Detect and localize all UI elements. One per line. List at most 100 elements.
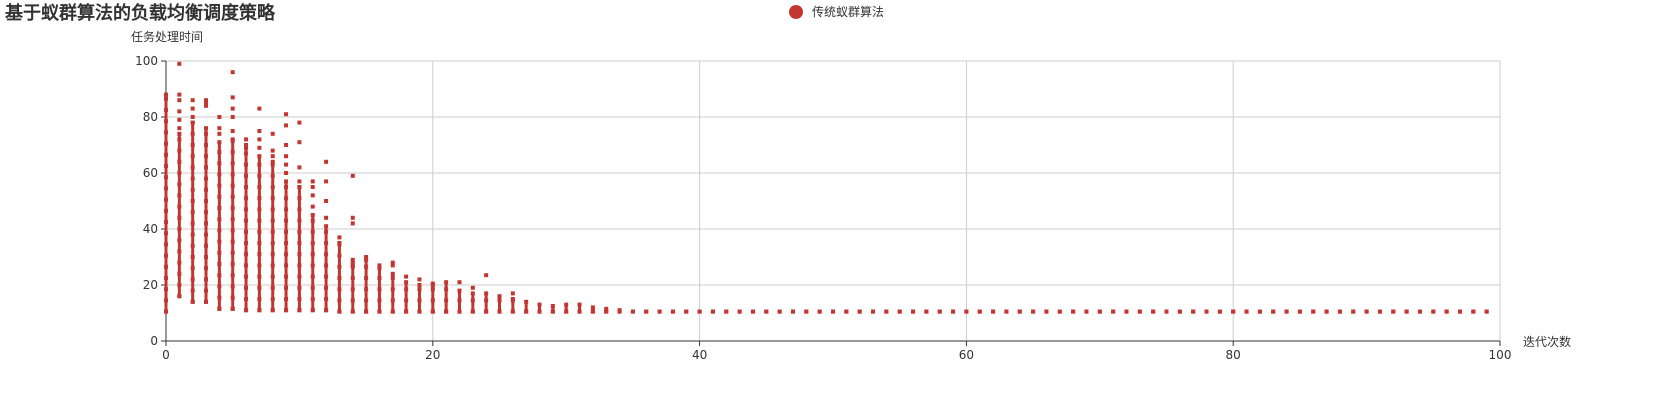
data-point[interactable] [417, 277, 422, 282]
data-point[interactable] [164, 264, 168, 269]
data-point[interactable] [164, 197, 168, 202]
data-point[interactable] [337, 309, 342, 314]
point-cluster-32[interactable] [591, 307, 595, 312]
data-point[interactable] [217, 217, 222, 222]
data-point[interactable] [297, 297, 302, 301]
data-point[interactable] [257, 285, 262, 290]
data-point[interactable] [924, 309, 929, 314]
data-point[interactable] [190, 143, 195, 147]
data-point[interactable] [217, 295, 222, 300]
data-point[interactable] [951, 309, 956, 314]
data-point[interactable] [350, 287, 355, 292]
data-point[interactable] [230, 217, 235, 222]
data-point[interactable] [217, 250, 222, 255]
data-point[interactable] [177, 182, 182, 187]
data-point[interactable] [577, 302, 582, 307]
data-point[interactable] [177, 61, 182, 66]
data-point[interactable] [324, 308, 329, 313]
data-point[interactable] [310, 179, 315, 184]
data-point[interactable] [430, 309, 435, 314]
data-point[interactable] [297, 241, 302, 245]
data-point[interactable] [177, 117, 182, 122]
data-point[interactable] [270, 229, 275, 234]
data-point[interactable] [270, 148, 275, 153]
data-point[interactable] [1191, 309, 1196, 314]
data-point[interactable] [190, 277, 195, 282]
data-point[interactable] [204, 187, 209, 192]
data-point[interactable] [510, 297, 515, 301]
data-point[interactable] [177, 271, 182, 276]
data-point[interactable] [244, 274, 249, 279]
data-point[interactable] [190, 154, 195, 159]
data-point[interactable] [257, 252, 262, 257]
data-point[interactable] [177, 249, 182, 254]
data-point[interactable] [1031, 309, 1036, 314]
data-point[interactable] [230, 106, 235, 111]
data-point[interactable] [177, 215, 182, 220]
data-point[interactable] [630, 309, 635, 314]
data-point[interactable] [297, 308, 302, 313]
point-cluster-31[interactable] [578, 304, 582, 312]
data-point[interactable] [617, 308, 622, 313]
data-point[interactable] [444, 309, 449, 314]
point-cluster-3[interactable] [204, 128, 208, 302]
data-point[interactable] [310, 204, 315, 209]
data-point[interactable] [350, 173, 355, 178]
point-cluster-9[interactable] [284, 181, 288, 311]
data-point[interactable] [190, 98, 195, 103]
data-point[interactable] [284, 308, 289, 313]
data-point[interactable] [230, 95, 235, 100]
data-point[interactable] [190, 255, 195, 259]
data-point[interactable] [684, 309, 689, 314]
data-point[interactable] [297, 207, 302, 212]
data-point[interactable] [297, 229, 302, 234]
data-point[interactable] [470, 291, 475, 296]
data-point[interactable] [404, 274, 409, 279]
data-point[interactable] [871, 309, 876, 314]
data-point[interactable] [257, 106, 262, 111]
data-point[interactable] [657, 309, 662, 314]
data-point[interactable] [230, 239, 235, 244]
data-point[interactable] [377, 266, 382, 271]
data-point[interactable] [164, 242, 168, 247]
data-point[interactable] [377, 298, 382, 303]
data-point[interactable] [897, 309, 902, 314]
data-point[interactable] [164, 231, 168, 236]
data-point[interactable] [310, 213, 315, 217]
point-cluster-26[interactable] [511, 299, 515, 312]
data-point[interactable] [550, 309, 555, 314]
data-point[interactable] [164, 108, 168, 112]
data-point[interactable] [364, 264, 369, 269]
data-point[interactable] [204, 255, 209, 259]
data-point[interactable] [1484, 309, 1489, 314]
data-point[interactable] [390, 276, 395, 280]
legend-marker-icon[interactable] [789, 5, 803, 19]
point-cluster-29[interactable] [551, 306, 555, 312]
point-cluster-25[interactable] [498, 296, 501, 312]
data-point[interactable] [324, 199, 329, 203]
data-point[interactable] [244, 162, 249, 167]
data-point[interactable] [284, 143, 289, 147]
data-point[interactable] [1271, 309, 1276, 314]
data-point[interactable] [364, 276, 369, 280]
data-point[interactable] [204, 243, 209, 248]
data-point[interactable] [777, 309, 782, 314]
data-point[interactable] [764, 309, 769, 314]
data-point[interactable] [190, 187, 195, 192]
data-point[interactable] [244, 252, 249, 257]
data-point[interactable] [1084, 309, 1089, 314]
data-point[interactable] [177, 260, 182, 265]
data-point[interactable] [510, 291, 515, 296]
data-point[interactable] [177, 92, 182, 97]
data-point[interactable] [310, 185, 315, 189]
data-point[interactable] [310, 229, 315, 234]
data-point[interactable] [164, 175, 168, 180]
data-point[interactable] [190, 120, 195, 125]
data-point[interactable] [297, 252, 302, 257]
data-point[interactable] [190, 299, 195, 304]
data-point[interactable] [244, 297, 249, 301]
data-point[interactable] [324, 241, 329, 245]
data-point[interactable] [364, 298, 369, 303]
data-point[interactable] [284, 252, 289, 257]
data-point[interactable] [217, 206, 222, 210]
